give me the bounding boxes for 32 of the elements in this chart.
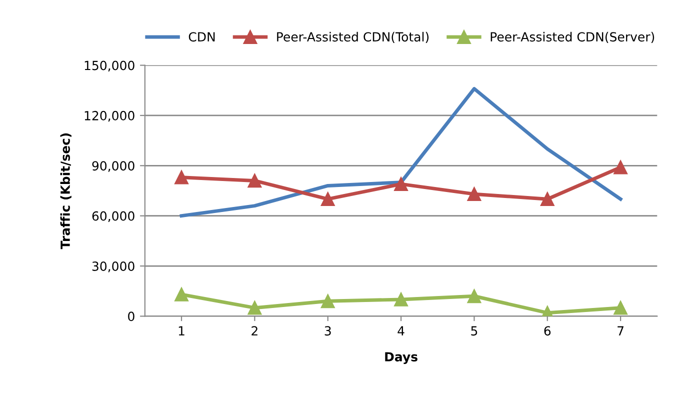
y-axis-title: Traffic (Kbit/sec) <box>60 133 72 250</box>
y-tick-label: 60,000 <box>92 211 134 222</box>
point <box>248 174 262 188</box>
point <box>320 294 335 308</box>
legend-label: CDN <box>188 32 215 42</box>
x-tick-label: 1 <box>178 326 184 336</box>
x-tick-label: 4 <box>398 326 404 336</box>
legend-label: Peer-Assisted CDN(Server) <box>490 32 654 44</box>
point <box>394 177 408 191</box>
x-tick-label: 5 <box>471 326 478 336</box>
point <box>467 187 482 202</box>
x-axis-title: Days <box>385 352 418 364</box>
point <box>394 292 408 306</box>
point <box>174 170 188 184</box>
x-tick-label: 6 <box>544 326 551 336</box>
x-tick-label: 2 <box>252 326 258 336</box>
point <box>540 192 554 206</box>
point <box>467 289 482 304</box>
x-tick-label: 7 <box>618 326 624 336</box>
y-tick-label: 120,000 <box>84 110 134 122</box>
x-tick-label: 3 <box>324 326 331 336</box>
y-tick-label: 150,000 <box>84 60 134 72</box>
line-series <box>180 86 622 218</box>
legend-label: Peer-Assisted CDN(Total) <box>277 32 429 44</box>
y-tick-label: 90,000 <box>92 161 134 172</box>
y-tick-label: 0 <box>128 312 134 322</box>
point <box>320 192 335 206</box>
y-tick-label: 30,000 <box>92 261 134 272</box>
point <box>174 288 188 302</box>
point <box>614 160 628 174</box>
point <box>614 300 628 315</box>
point <box>248 300 262 315</box>
